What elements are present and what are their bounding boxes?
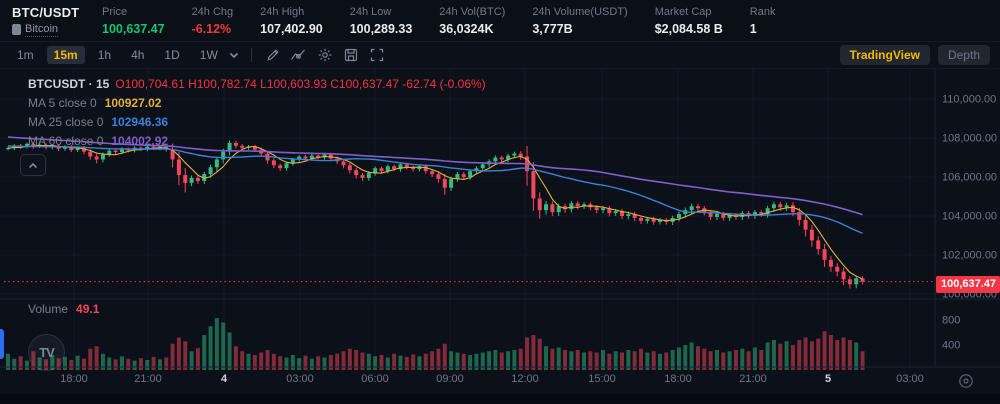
volume-label: Volume [28, 302, 69, 316]
interval-group: 1m 15m 1h 4h 1D 1W [10, 46, 225, 64]
toolbar-divider [250, 48, 252, 62]
market-stats: Price 100,637.47 24h Chg -6.12% 24h High 107,… [102, 6, 775, 36]
save-icon[interactable] [338, 47, 364, 63]
market-header: BTC/USDT Bitcoin Price 100,637.47 24h Chg -… [0, 0, 1000, 42]
stat-24h-low: 24h Low 100,289.33 [349, 5, 413, 36]
stat-market-cap: Market Cap $2,084.58 B [654, 5, 723, 36]
svg-text:03:00: 03:00 [896, 373, 924, 385]
svg-text:18:00: 18:00 [60, 373, 88, 385]
fullscreen-icon[interactable] [364, 47, 390, 63]
ohlc-values: O100,704.61 H100,782.74 L100,603.93 C100… [115, 77, 486, 91]
ma-legend-row: MA 25 close 0 102946.36 [28, 115, 169, 129]
drawing-toolbar-handle[interactable] [0, 329, 4, 359]
svg-text:21:00: 21:00 [134, 373, 162, 385]
trading-widget: BTC/USDT Bitcoin Price 100,637.47 24h Chg -… [0, 0, 1000, 394]
svg-text:102,000.00: 102,000.00 [942, 250, 997, 262]
stat-24h-vol-btc-: 24h Vol(BTC) 36,0324K [439, 5, 506, 36]
interval-15m[interactable]: 15m [46, 46, 85, 64]
symbol-block: BTC/USDT Bitcoin [12, 5, 88, 37]
interval-1h[interactable]: 1h [97, 48, 112, 62]
stat-24h-high: 24h High 107,402.90 [260, 5, 323, 36]
indicator-icon[interactable] [286, 47, 312, 63]
stat-price: Price 100,637.47 [102, 5, 165, 36]
ma25-line [7, 145, 863, 235]
tradingview-button[interactable]: TradingView [839, 45, 930, 65]
stat-24h-chg: 24h Chg -6.12% [191, 5, 234, 36]
svg-text:400: 400 [942, 340, 960, 352]
ma-legend-row: MA 60 close 0 104002.92 [28, 134, 169, 148]
coin-link[interactable]: Bitcoin [25, 22, 59, 37]
svg-text:4: 4 [221, 373, 228, 385]
svg-text:06:00: 06:00 [361, 373, 389, 385]
svg-text:12:00: 12:00 [511, 373, 539, 385]
price-axis[interactable]: 110,000.00 108,000.00 106,000.00 104,000.00… [942, 94, 997, 352]
ma-legend-row: MA 5 close 0 100927.02 [28, 96, 162, 110]
settings-icon[interactable] [312, 47, 338, 63]
collapse-legend-button[interactable] [20, 154, 46, 176]
svg-text:106,000.00: 106,000.00 [942, 172, 997, 184]
interval-4h[interactable]: 4h [131, 48, 145, 62]
volume-value: 49.1 [76, 302, 100, 316]
last-price-badge: 100,637.47 [936, 276, 1000, 293]
svg-text:800: 800 [942, 315, 960, 327]
ma60-line [7, 136, 863, 216]
toolbar-right-buttons: TradingView Depth [839, 45, 990, 65]
legend-symbol: BTCUSDT · 15 [28, 77, 110, 91]
interval-1D[interactable]: 1D [164, 48, 180, 62]
svg-text:15:00: 15:00 [588, 373, 616, 385]
volume-legend: Volume 49.1 [28, 302, 99, 316]
volume-series [6, 318, 865, 370]
svg-text:104,000.00: 104,000.00 [942, 211, 997, 223]
symbol-name: BTC/USDT [12, 4, 80, 20]
interval-1m[interactable]: 1m [17, 48, 34, 62]
depth-button[interactable]: Depth [937, 45, 990, 65]
svg-text:5: 5 [825, 373, 831, 385]
svg-text:108,000.00: 108,000.00 [942, 133, 997, 145]
time-axis[interactable]: 18:00 21:00 4 03:00 06:00 09:00 12:00 15:00 18:0… [60, 373, 924, 385]
svg-text:21:00: 21:00 [739, 373, 767, 385]
svg-text:110,000.00: 110,000.00 [942, 94, 996, 106]
grid [0, 69, 935, 367]
coin-icon [12, 24, 21, 35]
svg-text:18:00: 18:00 [664, 373, 692, 385]
timezone-settings-icon[interactable] [954, 369, 978, 393]
interval-1W[interactable]: 1W [199, 48, 218, 62]
chevron-down-icon[interactable] [229, 46, 239, 64]
chart-toolbar: 1m 15m 1h 4h 1D 1W TradingView Depth [0, 42, 1000, 69]
ohlc-legend: BTCUSDT · 15 O100,704.61 H100,782.74 L100… [28, 77, 486, 91]
draw-icon[interactable] [260, 47, 286, 63]
svg-text:09:00: 09:00 [436, 373, 464, 385]
stat-rank: Rank 1 [749, 5, 776, 36]
chart-area[interactable]: 110,000.00 108,000.00 106,000.00 104,000.00… [0, 69, 1000, 394]
chart-canvas[interactable]: 110,000.00 108,000.00 106,000.00 104,000.00… [0, 69, 1000, 394]
stat-24h-volume-usdt-: 24h Volume(USDT) 3,777B [532, 5, 628, 36]
svg-text:03:00: 03:00 [286, 373, 314, 385]
